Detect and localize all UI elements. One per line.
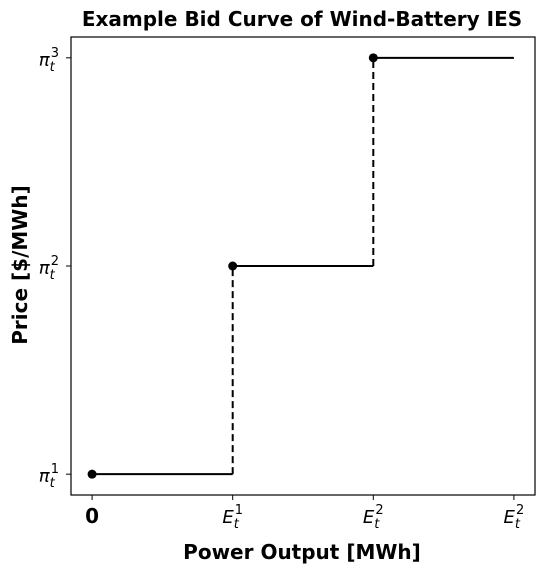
- x-axis-label: Power Output [MWh]: [183, 540, 421, 564]
- bid-point-marker: [87, 469, 97, 479]
- chart-title: Example Bid Curve of Wind-Battery IES: [82, 7, 522, 31]
- y-tick-label: πt1: [39, 462, 59, 491]
- bid-point-marker: [228, 261, 238, 271]
- y-tick-label: πt2: [39, 254, 59, 283]
- x-tick-label: Et1: [222, 503, 243, 532]
- x-tick-label: Et2: [363, 503, 384, 532]
- y-tick-label: πt3: [39, 46, 59, 75]
- x-tick-label: 0: [85, 504, 99, 528]
- plot-area: 0 Et1 Et2 Et2 πt1 πt2 πt3: [39, 36, 536, 532]
- y-axis-label: Price [$/MWh]: [8, 185, 32, 344]
- bid-point-marker: [368, 53, 378, 63]
- x-tick-label: Et2: [504, 503, 525, 532]
